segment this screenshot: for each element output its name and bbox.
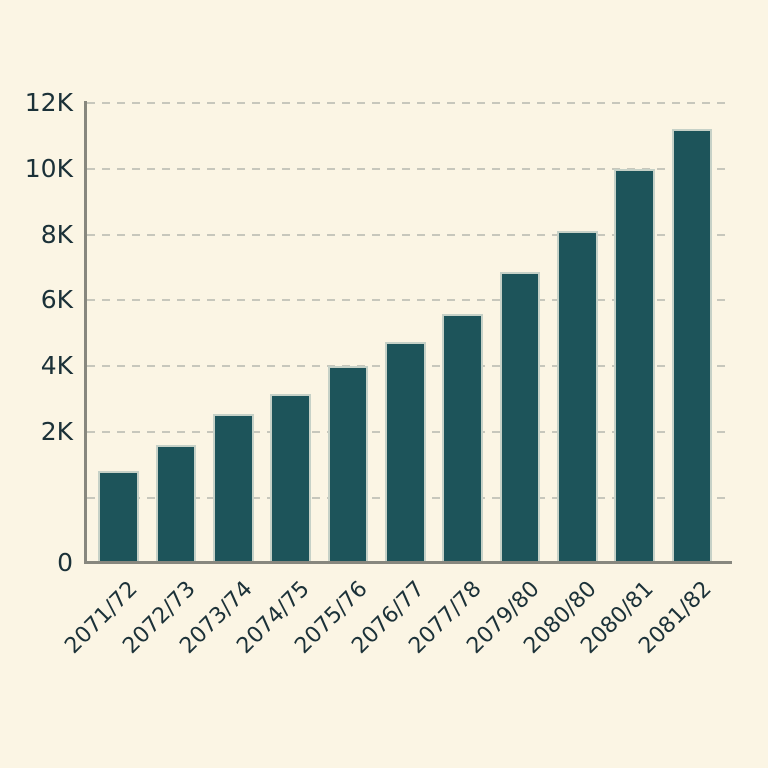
y-tick-label: 6K bbox=[40, 285, 73, 315]
bar bbox=[442, 313, 483, 561]
gridline bbox=[87, 299, 732, 302]
gridline bbox=[87, 233, 732, 236]
gridline bbox=[87, 167, 732, 170]
x-axis-spine bbox=[84, 561, 732, 564]
bar bbox=[155, 445, 197, 561]
y-tick-label: 8K bbox=[40, 219, 73, 249]
bar bbox=[385, 341, 426, 561]
bar bbox=[671, 129, 713, 561]
bar bbox=[98, 471, 139, 561]
bar bbox=[499, 272, 541, 561]
gridline bbox=[87, 102, 732, 104]
bar bbox=[557, 231, 598, 561]
bar bbox=[213, 413, 254, 561]
y-axis-spine bbox=[84, 101, 87, 564]
y-tick-label: 4K bbox=[40, 351, 73, 381]
y-tick-label: 2K bbox=[40, 417, 73, 446]
bar bbox=[270, 394, 311, 561]
y-tick-label: 10K bbox=[24, 153, 73, 183]
bar bbox=[614, 168, 656, 561]
bar bbox=[327, 366, 369, 561]
y-tick-label: 12K bbox=[24, 88, 73, 117]
y-tick-label: 0 bbox=[57, 548, 73, 577]
